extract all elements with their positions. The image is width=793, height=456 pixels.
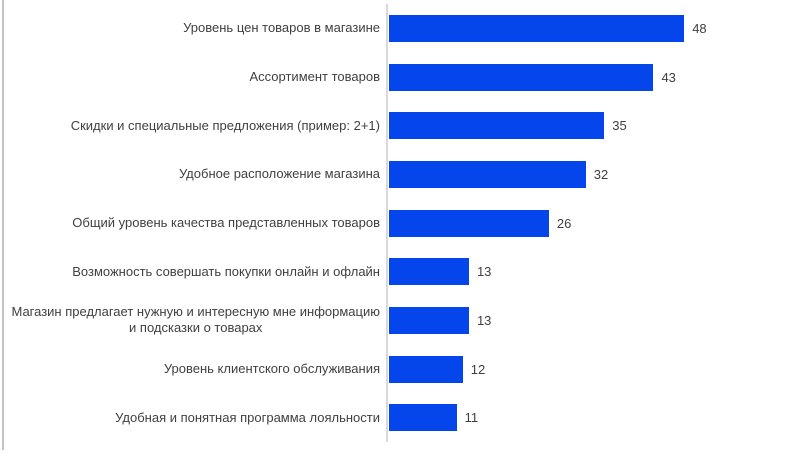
bar-row: Уровень клиентского обслуживания 12 xyxy=(0,345,793,394)
category-label: Скидки и специальные предложения (пример… xyxy=(0,118,380,134)
value-label: 13 xyxy=(476,312,492,328)
bar-track: 11 xyxy=(380,404,793,432)
bar xyxy=(389,63,654,91)
category-label-text: Возможность совершать покупки онлайн и о… xyxy=(72,263,380,279)
bar-track: 13 xyxy=(380,258,793,286)
category-label: Уровень цен товаров в магазине xyxy=(0,20,380,36)
value-label: 12 xyxy=(470,361,486,377)
bar xyxy=(389,112,605,140)
value-label: 43 xyxy=(661,69,676,85)
value-label: 48 xyxy=(692,20,707,36)
category-label: Магазин предлагает нужную и интересную м… xyxy=(0,304,380,337)
category-label: Уровень клиентского обслуживания xyxy=(0,361,380,377)
category-label: Возможность совершать покупки онлайн и о… xyxy=(0,264,380,280)
category-label-text: Уровень цен товаров в магазине xyxy=(183,20,380,36)
category-label-text: Удобная и понятная программа лояльности xyxy=(115,409,380,425)
bar-track: 32 xyxy=(380,160,793,188)
category-label-text: Магазин предлагает нужную и интересную м… xyxy=(11,304,380,336)
bar-track: 26 xyxy=(380,209,793,237)
bar-row: Ассортимент товаров 43 xyxy=(0,53,793,102)
bar-row: Удобная и понятная программа лояльности 1… xyxy=(0,393,793,442)
bar-track: 43 xyxy=(380,63,793,91)
bar xyxy=(389,160,586,188)
value-label: 32 xyxy=(593,166,609,182)
bar-chart: Уровень цен товаров в магазине 48 Ассортим… xyxy=(0,4,793,442)
bar xyxy=(389,258,469,286)
bar-track: 48 xyxy=(380,14,793,42)
category-label-text: Ассортимент товаров xyxy=(249,68,380,84)
bar-row: Уровень цен товаров в магазине 48 xyxy=(0,4,793,53)
category-label: Ассортимент товаров xyxy=(0,69,380,85)
bar xyxy=(389,209,549,237)
category-label: Удобная и понятная программа лояльности xyxy=(0,410,380,426)
bar-track: 12 xyxy=(380,355,793,383)
category-label-text: Удобное расположение магазина xyxy=(178,166,380,182)
category-label-text: Уровень клиентского обслуживания xyxy=(163,360,380,376)
value-label: 26 xyxy=(556,215,572,231)
bar-row: Магазин предлагает нужную и интересную м… xyxy=(0,296,793,345)
category-label-text: Скидки и специальные предложения (пример… xyxy=(70,117,380,133)
category-axis-line xyxy=(386,4,388,442)
bar-row: Возможность совершать покупки онлайн и о… xyxy=(0,247,793,296)
bar xyxy=(389,355,463,383)
category-label: Удобное расположение магазина xyxy=(0,166,380,182)
bar-track: 35 xyxy=(380,112,793,140)
bar xyxy=(389,404,457,432)
bar-row: Скидки и специальные предложения (пример… xyxy=(0,101,793,150)
bar-track: 13 xyxy=(380,306,793,334)
window-left-border xyxy=(2,0,4,450)
value-label: 11 xyxy=(464,410,479,426)
bar-row: Удобное расположение магазина 32 xyxy=(0,150,793,199)
value-label: 35 xyxy=(612,118,627,134)
category-label: Общий уровень качества представленных то… xyxy=(0,215,380,231)
bar xyxy=(389,306,469,334)
bar xyxy=(389,14,685,42)
category-label-text: Общий уровень качества представленных то… xyxy=(72,214,380,230)
bar-row: Общий уровень качества представленных то… xyxy=(0,199,793,248)
value-label: 13 xyxy=(476,264,492,280)
